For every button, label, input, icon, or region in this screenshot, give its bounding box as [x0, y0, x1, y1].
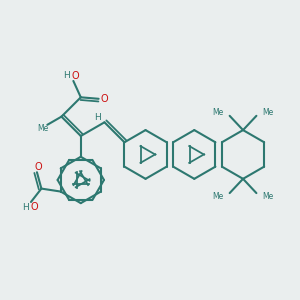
Text: O: O [72, 70, 80, 81]
Text: Me: Me [37, 124, 49, 133]
Text: Me: Me [262, 192, 274, 201]
Text: Me: Me [262, 108, 274, 117]
Text: Me: Me [212, 192, 224, 201]
Text: O: O [34, 162, 42, 172]
Text: Me: Me [212, 108, 224, 117]
Text: H: H [63, 71, 70, 80]
Text: O: O [101, 94, 108, 104]
Text: O: O [31, 202, 38, 212]
Text: H: H [22, 203, 28, 212]
Text: H: H [94, 113, 101, 122]
